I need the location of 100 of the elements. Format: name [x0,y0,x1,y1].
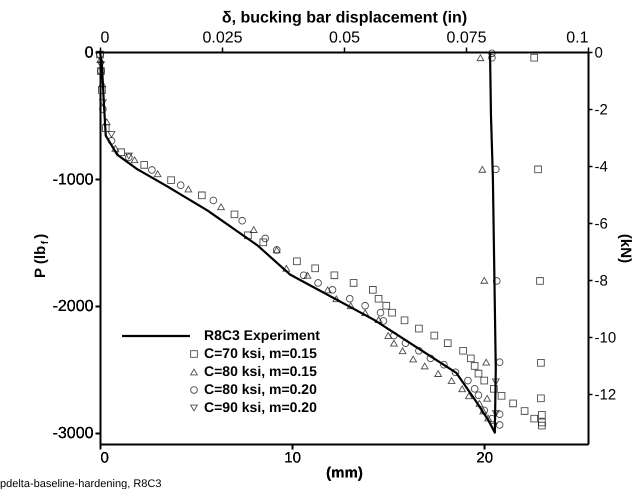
point [492,378,500,386]
point [470,385,478,393]
point [482,358,490,366]
point [474,370,482,378]
point [346,294,354,303]
point [217,203,225,210]
y2-tick-label: 0 [594,44,603,62]
point [198,192,206,200]
x2-axis-title: δ, bucking bar displacement (in) [222,10,468,26]
point [415,324,423,332]
point [465,392,473,400]
y2-tick-label: -2 [594,102,608,119]
legend-label: C=80 ksi, m=0.15 [204,363,318,379]
point [374,294,382,303]
point [474,391,482,399]
point [382,302,390,310]
point [480,276,488,284]
point [498,392,506,400]
x-axis-title: (mm) [326,464,363,482]
point [509,400,517,408]
point [117,148,125,156]
point [478,166,486,173]
point [380,317,388,325]
point [530,414,538,422]
y2-axis-title: (kN) [617,234,634,264]
point [184,186,192,192]
point [311,264,319,272]
x2-tick-label: 0 [100,30,110,46]
text: pdelta-baseline-hardening, R8C3 [0,478,162,489]
point [108,131,116,138]
legend-label: R8C3 Experiment [204,327,320,343]
point [374,316,382,324]
point [98,86,106,94]
x-tick-label: 0 [100,450,109,466]
point [537,394,545,402]
y-tick-label: -2000 [52,298,94,316]
x2-tick-label: 0.1 [566,30,589,46]
point [361,302,369,310]
point [230,210,238,218]
point [176,181,184,189]
y-tick-label: -3000 [52,425,94,442]
point [476,400,484,407]
point [167,176,175,184]
point [409,356,417,362]
point [261,234,270,242]
point [492,410,500,417]
point [238,216,246,225]
point [458,385,466,392]
point [496,410,504,418]
x-tick-label: 20 [476,450,494,466]
point [388,308,396,317]
point [112,145,120,152]
point [484,414,492,422]
point [125,153,133,162]
point [300,271,308,280]
legend-label: C=70 ksi, m=0.15 [204,345,318,361]
point [459,346,467,355]
point [328,286,336,294]
y-tick-label: 0 [84,44,94,62]
point [148,166,156,174]
point [415,346,423,355]
point [444,339,452,347]
point [476,54,484,62]
point [140,161,148,169]
point [369,286,377,294]
point [534,166,542,174]
x2-tick-label: 0.075 [446,30,487,46]
point [314,279,322,287]
x2-tick-label: 0.025 [202,30,243,46]
point [537,359,545,367]
legend-label: C=90 ksi, m=0.20 [204,399,318,415]
y-tick-label: -1000 [52,171,94,188]
y2-tick-label: -8 [594,272,608,290]
y2-tick-label: -12 [594,386,616,404]
x2-tick-label: 0.05 [328,30,360,46]
point [400,316,408,324]
point [154,170,162,178]
point [125,152,133,160]
point [490,385,498,393]
point [332,295,340,302]
point [376,308,384,316]
point [324,286,332,294]
point [282,264,290,272]
point [434,370,442,377]
point [480,376,488,384]
point [304,272,312,279]
point [496,421,504,429]
x-tick-label: 10 [284,450,301,466]
point [384,332,392,339]
point [398,347,406,354]
point [102,124,110,132]
point [430,332,438,340]
point [530,54,538,62]
point [260,238,268,246]
point [420,362,428,370]
point [440,360,448,369]
point [250,226,258,233]
point [390,340,398,346]
point [448,377,456,384]
point [464,376,472,384]
